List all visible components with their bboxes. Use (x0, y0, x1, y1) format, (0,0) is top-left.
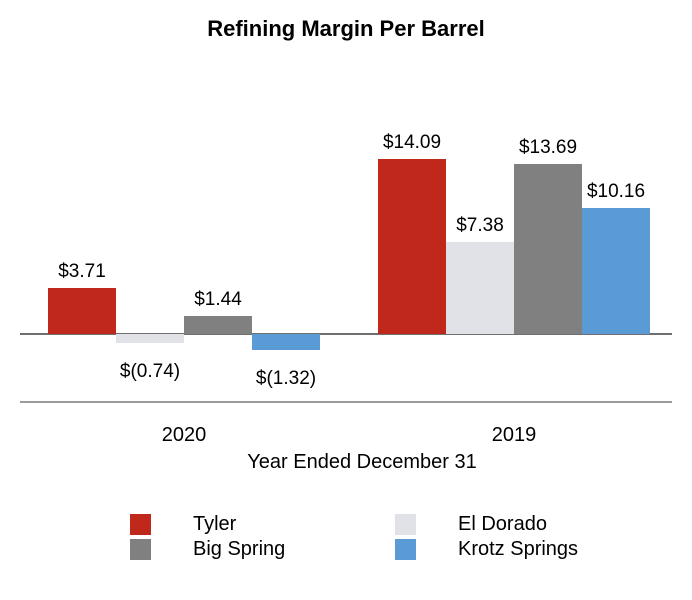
x-axis-title: Year Ended December 31 (247, 451, 477, 473)
legend: Tyler El Dorado Big Spring Krotz Springs (130, 514, 578, 560)
bar-krotz-springs-2019 (582, 207, 650, 334)
legend-swatch-krotz-springs (395, 539, 416, 560)
legend-swatch-tyler (130, 514, 151, 535)
legend-item-krotz-springs: Krotz Springs (395, 539, 578, 560)
legend-item-big-spring: Big Spring (130, 539, 395, 560)
plot-area: $3.71 $(0.74) $1.44 $(1.32) $14.09 $7.38 $13.6… (0, 60, 692, 410)
bar-tyler-2020 (48, 287, 116, 334)
zero-axis-line (20, 333, 672, 335)
legend-label-el-dorado: El Dorado (458, 513, 547, 535)
bar-krotz-springs-2020 (252, 334, 320, 351)
bar-value-label-tyler-2020: $3.71 (58, 260, 106, 282)
bar-big-spring-2019 (514, 163, 582, 334)
legend-label-tyler: Tyler (193, 513, 237, 535)
legend-item-tyler: Tyler (130, 514, 395, 535)
legend-label-krotz-springs: Krotz Springs (458, 538, 579, 560)
legend-swatch-big-spring (130, 539, 151, 560)
legend-label-big-spring: Big Spring (193, 538, 286, 560)
category-label-2019: 2019 (491, 424, 537, 446)
axis-separator-line (20, 401, 672, 403)
bar-value-label-tyler-2019: $14.09 (382, 132, 442, 153)
bar-value-label-krotz-springs-2020: $(1.32) (255, 368, 317, 390)
bar-big-spring-2020 (184, 316, 252, 334)
bar-value-label-krotz-springs-2019: $10.16 (586, 180, 646, 202)
bar-value-label-big-spring-2020: $1.44 (194, 289, 242, 311)
legend-swatch-el-dorado (395, 514, 416, 535)
legend-item-el-dorado: El Dorado (395, 514, 578, 535)
bar-el-dorado-2019 (446, 242, 514, 334)
bar-value-label-el-dorado-2019: $7.38 (456, 215, 504, 237)
bar-el-dorado-2020 (116, 334, 184, 344)
bar-value-label-el-dorado-2020: $(0.74) (119, 361, 181, 383)
chart-title: Refining Margin Per Barrel (207, 16, 485, 41)
bar-tyler-2019 (378, 159, 446, 334)
bar-value-label-big-spring-2019: $13.69 (518, 136, 578, 158)
category-label-2020: 2020 (161, 424, 207, 446)
